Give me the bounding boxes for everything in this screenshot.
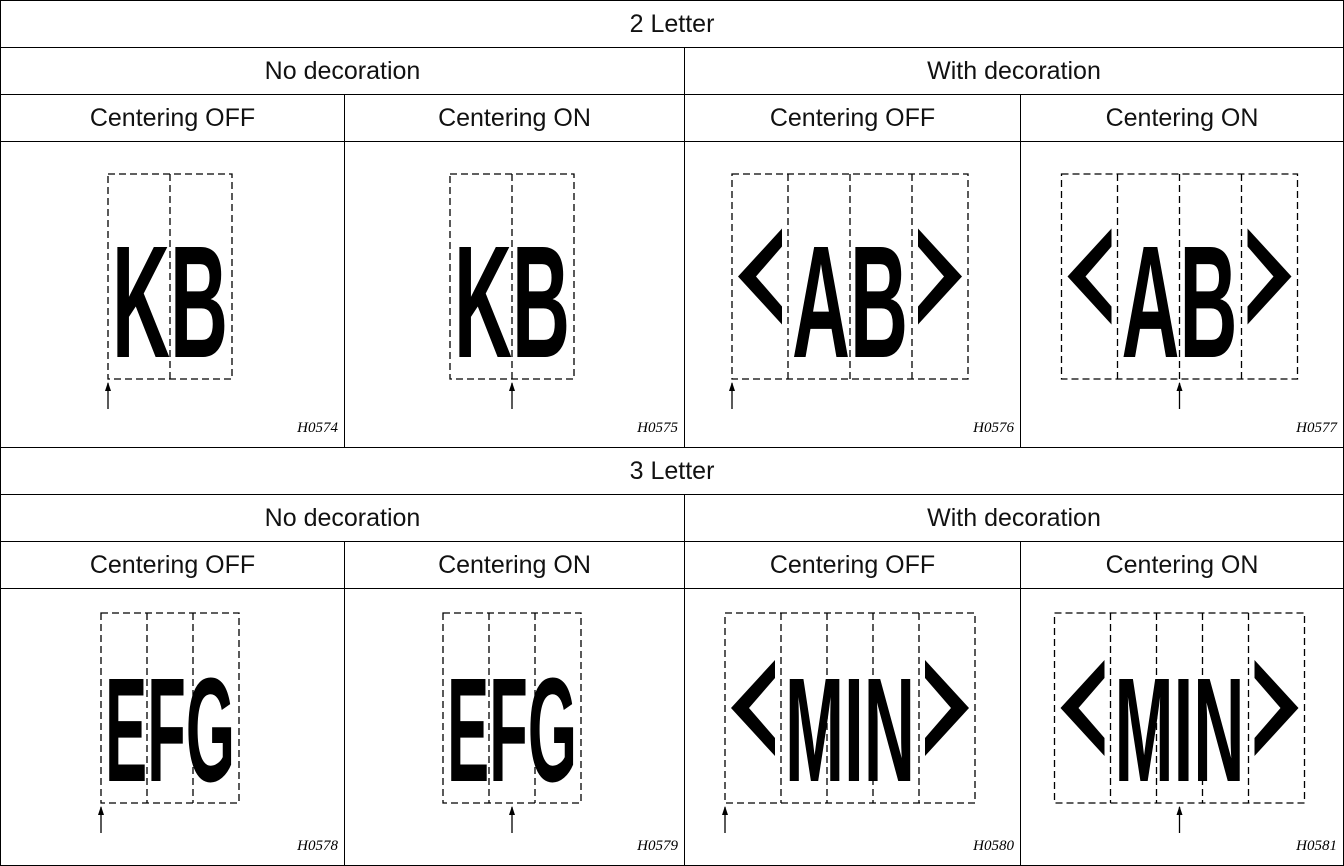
- figure-code: H0577: [1295, 420, 1338, 436]
- group-header: With decoration: [683, 47, 1344, 95]
- arrow-head: [1176, 382, 1183, 391]
- header-row: Centering OFF Centering ON Centering OFF Ce…: [0, 94, 1344, 142]
- monogram-figure: KB H0574: [104, 173, 338, 436]
- section-row: 2 Letter: [0, 0, 1344, 48]
- column-header: Centering OFF: [0, 541, 345, 589]
- group-row: No decoration With decoration: [0, 494, 1344, 542]
- monogram-letters: AB: [1121, 212, 1237, 391]
- monogram-figure: AB H0576: [728, 173, 1014, 436]
- monogram-figure: AB H0577: [1060, 173, 1338, 436]
- column-header: Centering ON: [1019, 94, 1344, 142]
- monogram-letters: KB: [454, 212, 570, 391]
- dashed-frame: [723, 612, 976, 804]
- figure-cell: MIN H0580: [684, 588, 1021, 866]
- column-header: Centering OFF: [0, 94, 345, 142]
- decoration-left: [1067, 228, 1112, 325]
- arrow-head: [728, 382, 735, 391]
- figure-code: H0576: [972, 420, 1014, 436]
- section-title: 3 Letter: [0, 447, 1344, 495]
- decoration-right: [1247, 228, 1292, 325]
- figure-cell: KB H0574: [0, 141, 345, 448]
- monogram-figure: EFG H0579: [441, 612, 678, 854]
- figure-code: H0575: [636, 420, 678, 436]
- decoration-right: [924, 660, 969, 756]
- header-row: Centering OFF Centering ON Centering OFF Ce…: [0, 541, 1344, 589]
- arrow-head: [1176, 806, 1183, 815]
- figure-code: H0574: [296, 420, 338, 436]
- monogram-figure: EFG H0578: [97, 612, 338, 854]
- figure-cell: AB H0577: [1019, 141, 1344, 448]
- monogram-letters: EFG: [447, 648, 577, 813]
- arrow-head: [508, 806, 515, 815]
- monogram-figure: MIN H0581: [1053, 612, 1337, 854]
- column-header: Centering ON: [1019, 541, 1344, 589]
- dashed-frame: [441, 612, 582, 804]
- decoration-left: [737, 228, 782, 325]
- group-row: No decoration With decoration: [0, 47, 1344, 95]
- figure-row: EFG H0578 EFG H0579 MIN H0580 MIN H0581: [0, 588, 1344, 866]
- column-header: Centering ON: [344, 94, 685, 142]
- section-row: 3 Letter: [0, 447, 1344, 495]
- dashed-frame: [1053, 612, 1305, 804]
- monogram-letters: EFG: [105, 648, 235, 813]
- figure-cell: AB H0576: [684, 141, 1021, 448]
- group-header: No decoration: [0, 494, 685, 542]
- decoration-right: [1254, 660, 1299, 756]
- monogram-letters: MIN: [785, 648, 915, 813]
- monogram-letters: AB: [792, 212, 908, 391]
- arrow-head: [721, 806, 728, 815]
- decoration-left: [1060, 660, 1105, 756]
- column-header: Centering OFF: [684, 541, 1021, 589]
- figure-code: H0580: [972, 838, 1014, 854]
- monogram-letters: KB: [112, 212, 228, 391]
- arrow-head: [104, 382, 111, 391]
- arrow-head: [508, 382, 515, 391]
- column-header: Centering ON: [344, 541, 685, 589]
- arrow-head: [97, 806, 104, 815]
- monogram-figure: MIN H0580: [721, 612, 1014, 854]
- figure-cell: MIN H0581: [1019, 588, 1344, 866]
- figure-code: H0579: [636, 838, 678, 854]
- dashed-frame: [99, 612, 240, 804]
- group-header: No decoration: [0, 47, 685, 95]
- figure-cell: EFG H0579: [344, 588, 685, 866]
- decoration-right: [917, 228, 962, 325]
- decoration-left: [730, 660, 775, 756]
- figure-code: H0578: [296, 838, 338, 854]
- monogram-figure: KB H0575: [448, 173, 678, 436]
- figure-row: KB H0574 KB H0575 AB H0576 AB H0577: [0, 141, 1344, 448]
- monogram-letters: MIN: [1114, 648, 1244, 813]
- figure-cell: KB H0575: [344, 141, 685, 448]
- column-header: Centering OFF: [684, 94, 1021, 142]
- figure-cell: EFG H0578: [0, 588, 345, 866]
- section-title: 2 Letter: [0, 0, 1344, 48]
- figure-code: H0581: [1295, 838, 1337, 854]
- group-header: With decoration: [683, 494, 1344, 542]
